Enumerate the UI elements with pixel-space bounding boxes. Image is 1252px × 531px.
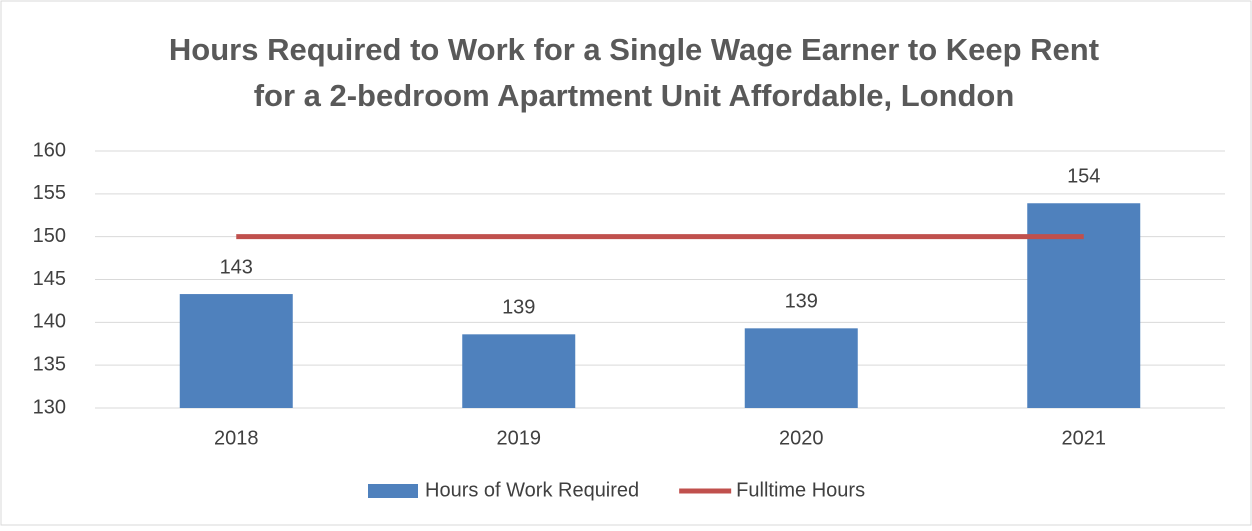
y-tick-label: 145 xyxy=(33,268,66,290)
x-tick-label: 2021 xyxy=(1062,427,1107,449)
chart-title: for a 2-bedroom Apartment Unit Affordabl… xyxy=(254,78,1015,113)
x-tick-label: 2018 xyxy=(214,427,259,449)
data-label: 154 xyxy=(1067,166,1100,188)
bar xyxy=(179,294,293,408)
legend-swatch xyxy=(368,484,418,498)
legend-label: Fulltime Hours xyxy=(736,479,865,501)
y-tick-label: 130 xyxy=(33,396,66,418)
data-label: 139 xyxy=(785,291,818,313)
bar xyxy=(1027,203,1141,408)
y-tick-label: 140 xyxy=(33,311,66,333)
legend-label: Hours of Work Required xyxy=(425,479,639,501)
y-tick-label: 150 xyxy=(33,225,66,247)
x-tick-label: 2019 xyxy=(497,427,542,449)
y-tick-label: 160 xyxy=(33,139,66,161)
data-label: 143 xyxy=(220,256,253,278)
y-tick-label: 135 xyxy=(33,353,66,375)
x-tick-label: 2020 xyxy=(779,427,824,449)
bar xyxy=(462,334,576,408)
data-label: 139 xyxy=(502,297,535,319)
y-tick-label: 155 xyxy=(33,182,66,204)
chart-title: Hours Required to Work for a Single Wage… xyxy=(169,32,1099,67)
bar xyxy=(744,328,858,408)
